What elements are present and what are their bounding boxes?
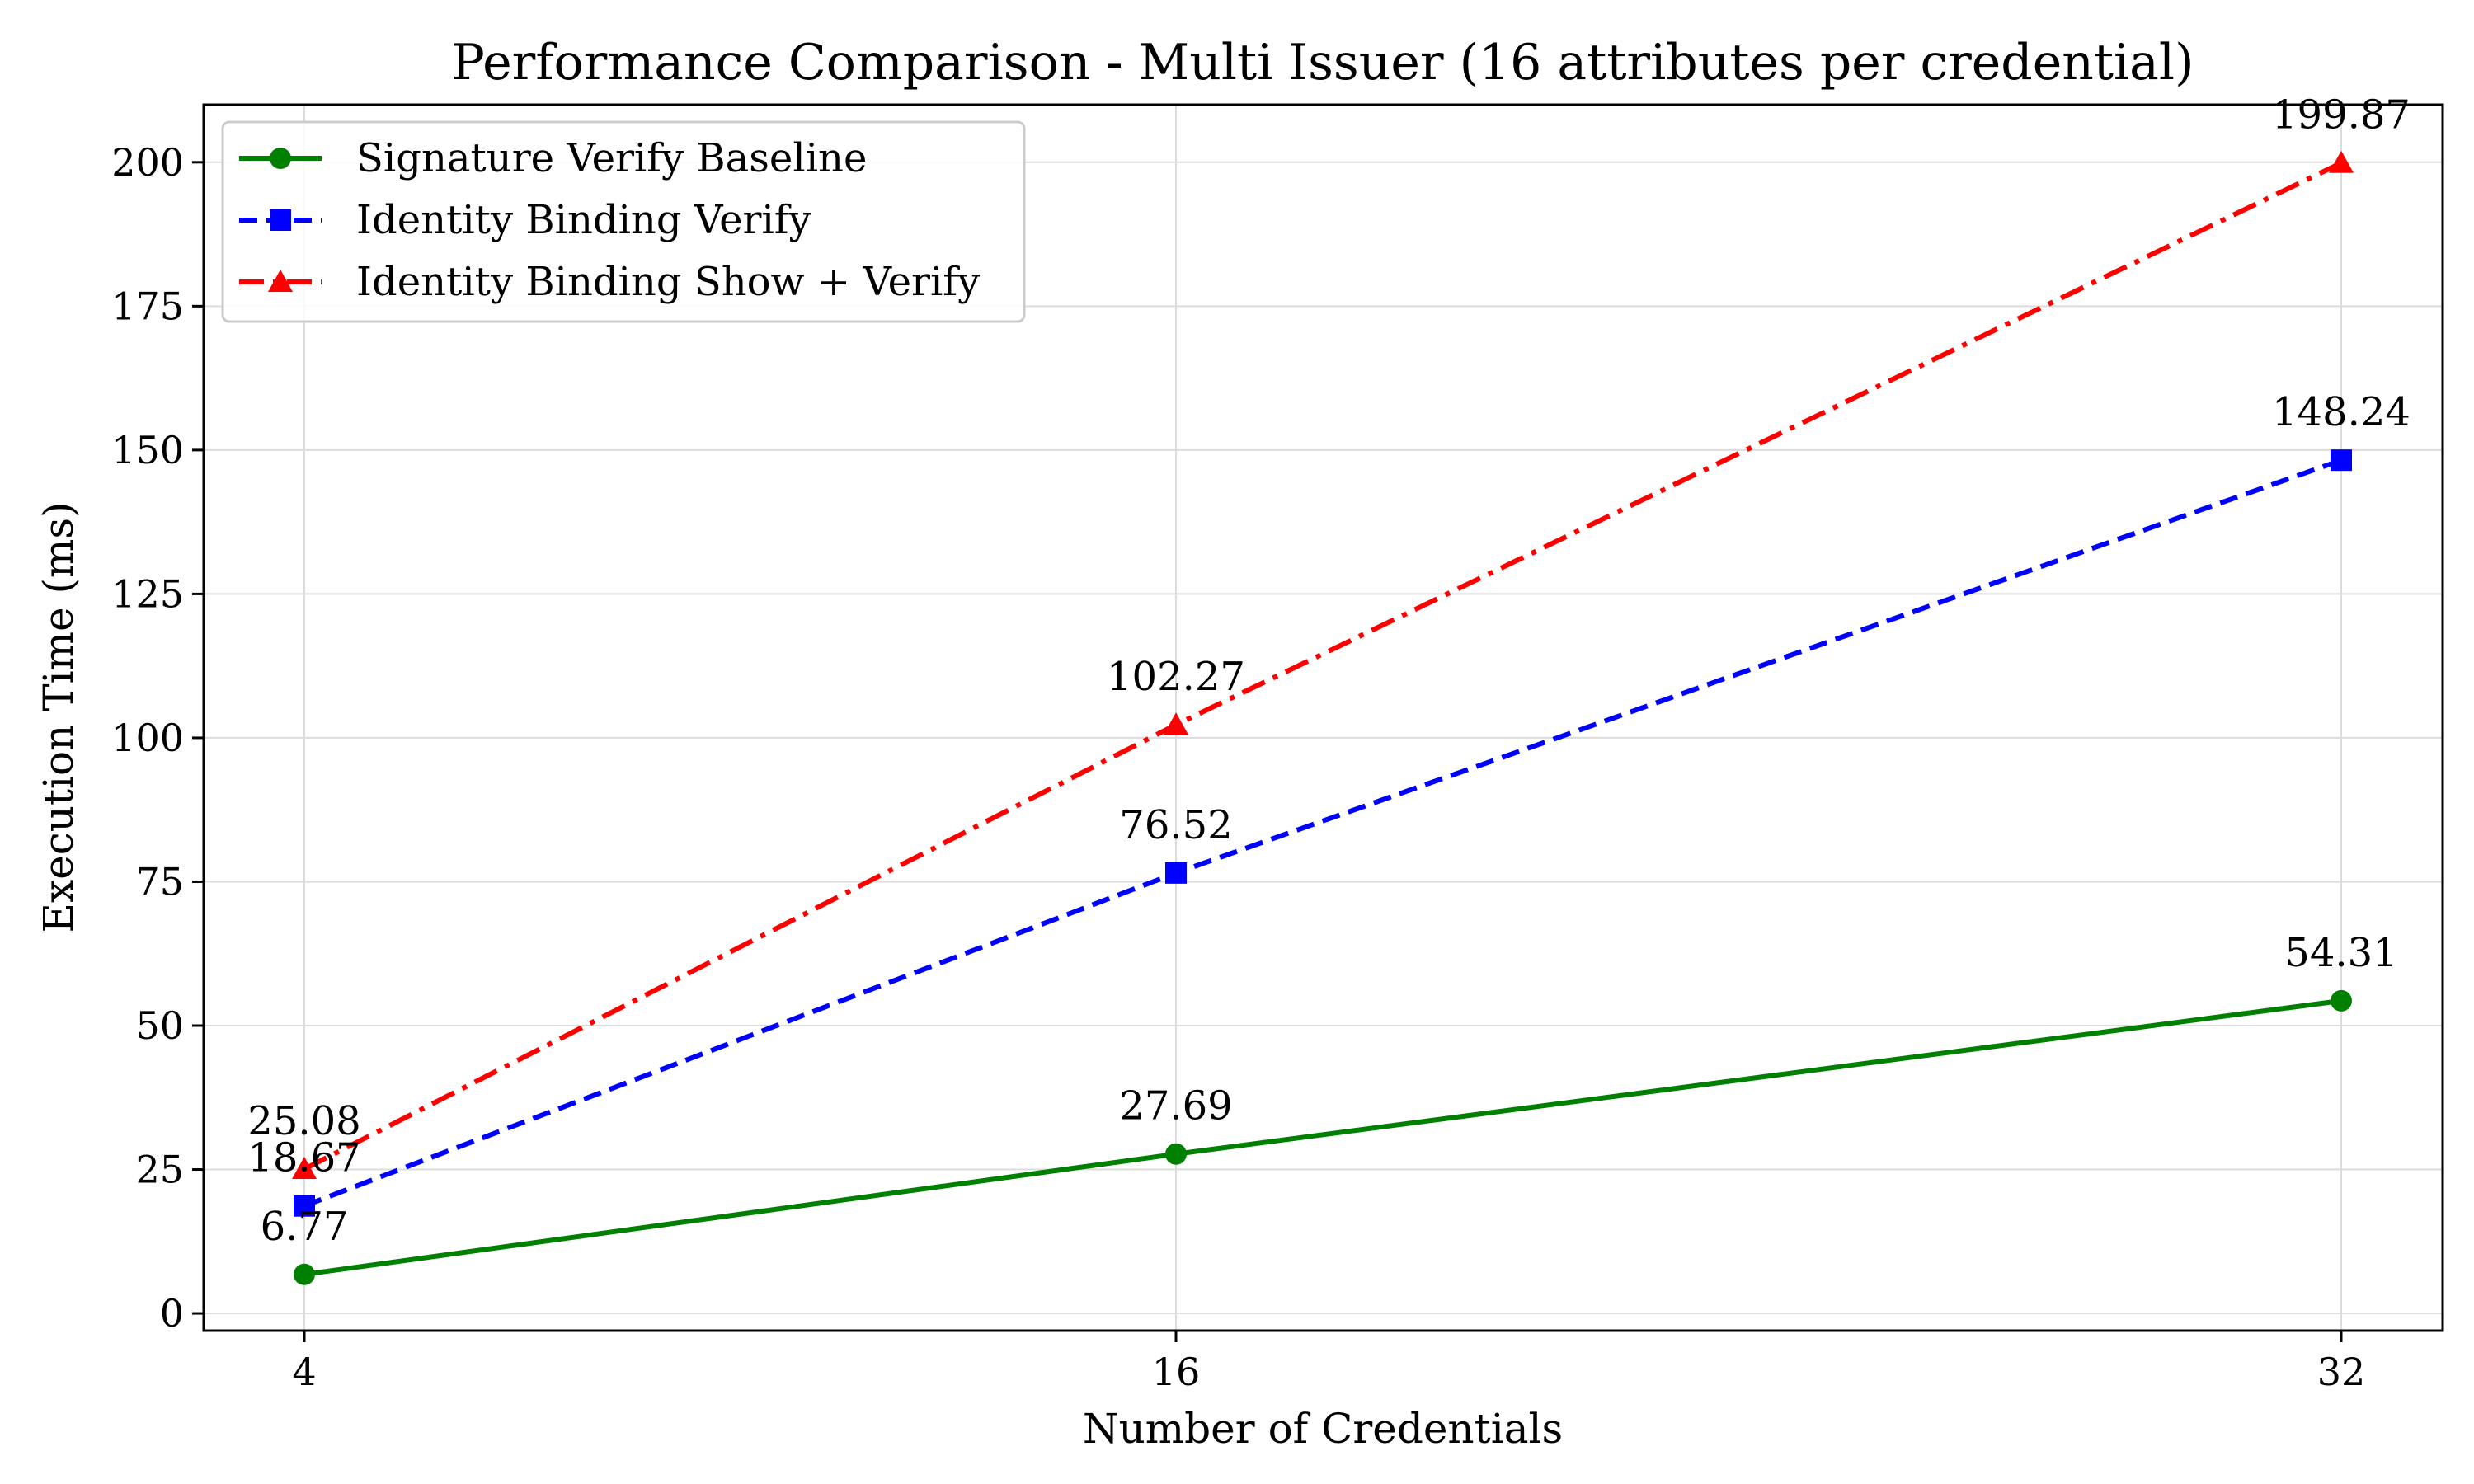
legend-marker (270, 148, 291, 169)
y-tick-label: 100 (111, 716, 184, 760)
x-tick-label: 4 (292, 1350, 316, 1394)
legend-label: Signature Verify Baseline (356, 135, 867, 181)
legend-label: Identity Binding Show + Verify (356, 259, 980, 305)
x-tick-label: 16 (1152, 1350, 1201, 1394)
y-tick-label: 50 (135, 1003, 184, 1048)
data-point-circle (1165, 1143, 1187, 1165)
data-label: 199.87 (2272, 92, 2411, 139)
y-tick-label: 0 (160, 1291, 184, 1336)
data-label: 27.69 (1119, 1083, 1232, 1129)
data-label: 148.24 (2272, 389, 2411, 435)
legend-marker (270, 209, 291, 231)
legend-marker (268, 270, 293, 292)
data-label: 6.77 (261, 1204, 349, 1250)
data-label: 18.67 (247, 1135, 360, 1181)
data-point-triangle (2329, 150, 2354, 173)
data-label: 54.31 (2284, 930, 2397, 976)
y-tick-label: 150 (111, 428, 184, 472)
data-point-square (1165, 862, 1187, 884)
y-tick-label: 200 (111, 140, 184, 185)
y-tick-label: 125 (111, 571, 184, 616)
legend-box (221, 120, 1026, 323)
y-tick-label: 75 (135, 859, 184, 904)
y-axis-label: Execution Time (ms) (35, 501, 82, 932)
plot-area-frame (202, 103, 2444, 1332)
data-point-triangle (1164, 712, 1188, 735)
y-tick-label: 175 (111, 284, 184, 328)
chart-title: Performance Comparison - Multi Issuer (1… (451, 34, 2194, 92)
data-point-circle (294, 1263, 315, 1285)
series-lines (292, 150, 2354, 1285)
data-label: 102.27 (1107, 654, 1245, 700)
data-labels: 6.77 27.69 54.31 18.67 76.52 148.24 25.08 102.2… (247, 92, 2411, 1250)
x-axis-label: Number of Credentials (1083, 1405, 1563, 1453)
legend-label: Identity Binding Verify (356, 197, 811, 243)
data-point-square (294, 1195, 315, 1217)
y-tick-label: 25 (135, 1148, 184, 1192)
data-point-triangle (292, 1156, 317, 1179)
data-label: 25.08 (247, 1098, 360, 1144)
legend: Signature Verify Baseline Identity Bindin… (221, 120, 1026, 323)
data-label: 76.52 (1119, 802, 1232, 848)
axis-ticks: 0 25 50 75 100 125 150 175 200 4 16 32 (111, 140, 2365, 1394)
data-point-circle (2331, 989, 2352, 1012)
data-point-square (2331, 449, 2352, 472)
x-tick-label: 32 (2317, 1350, 2366, 1394)
